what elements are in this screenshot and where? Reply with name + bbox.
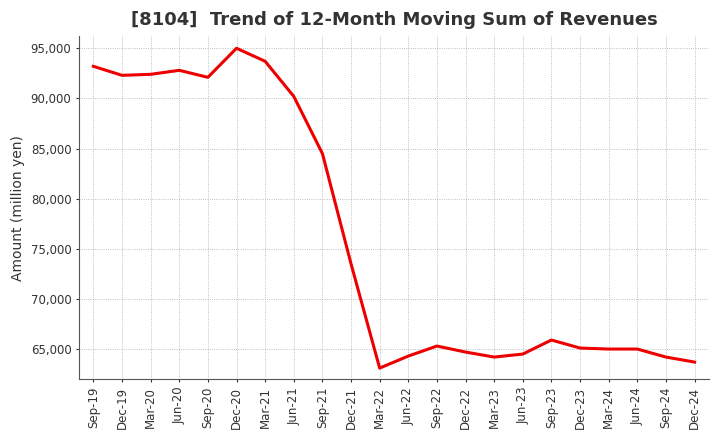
Y-axis label: Amount (million yen): Amount (million yen) bbox=[11, 135, 25, 281]
Title: [8104]  Trend of 12-Month Moving Sum of Revenues: [8104] Trend of 12-Month Moving Sum of R… bbox=[130, 11, 657, 29]
